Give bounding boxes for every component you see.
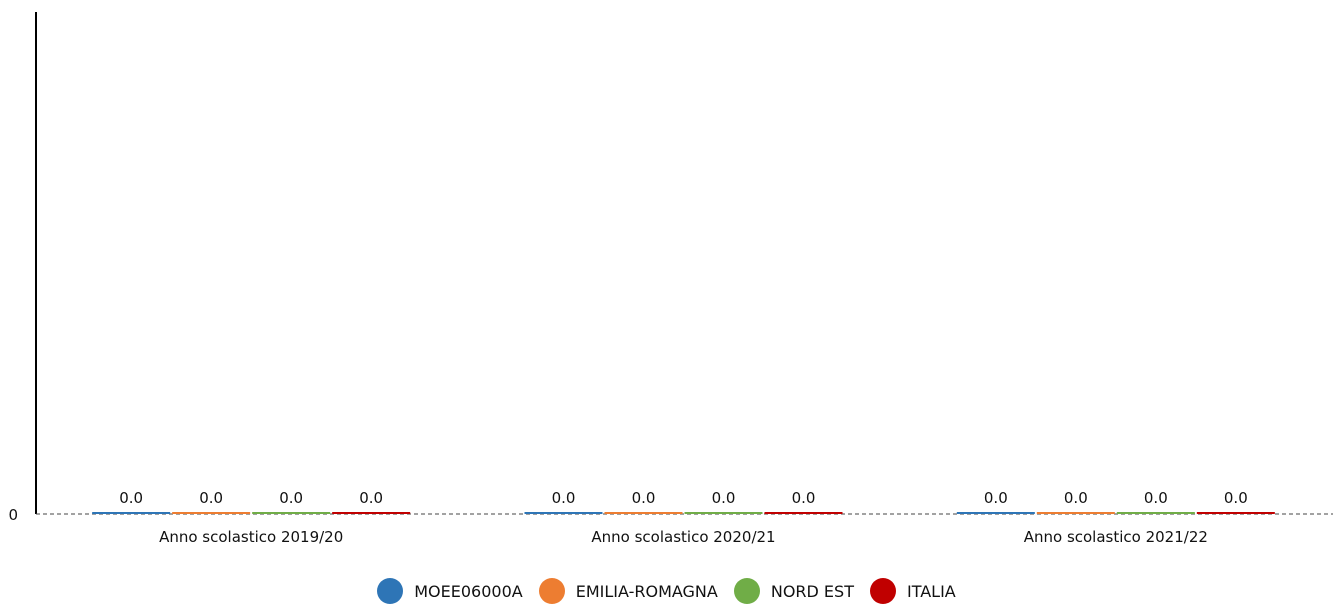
y-tick-label: 0: [8, 506, 18, 524]
legend-label: NORD EST: [770, 581, 854, 601]
data-labels: 0.0 0.0 0.0 0.0 0.0 0.0 0.0 0.0 0.0 0.0 0.0 0.0: [119, 489, 1248, 507]
bar-value-label: 0.0: [1064, 489, 1088, 507]
legend-item: ITALIA: [869, 578, 956, 604]
bar: [1196, 512, 1275, 514]
bar-marks: [92, 512, 1275, 514]
bar: [1116, 512, 1195, 514]
bar: [1036, 512, 1115, 514]
x-tick-label: Anno scolastico 2021/22: [1024, 528, 1208, 546]
bar: [764, 512, 843, 514]
bar: [684, 512, 763, 514]
x-axis-tick-labels: Anno scolastico 2019/20 Anno scolastico 2…: [159, 528, 1208, 546]
legend-item: MOEE06000A: [377, 578, 523, 604]
y-axis-ticks: 0: [8, 506, 18, 524]
bar-value-label: 0.0: [712, 489, 736, 507]
bar-chart: 0 0.0 0.0 0.0 0.0 0.0 0.0 0.0 0.0 0.0 0.0 0.0 0.0 A…: [8, 12, 1333, 546]
bar-value-label: 0.0: [792, 489, 816, 507]
bar: [92, 512, 171, 514]
bar: [172, 512, 251, 514]
bar-value-label: 0.0: [632, 489, 656, 507]
bar-value-label: 0.0: [119, 489, 143, 507]
bar-value-label: 0.0: [984, 489, 1008, 507]
legend-swatch: [733, 578, 760, 604]
bar-value-label: 0.0: [552, 489, 576, 507]
bar-value-label: 0.0: [199, 489, 223, 507]
bar-value-label: 0.0: [359, 489, 383, 507]
x-tick-label: Anno scolastico 2019/20: [159, 528, 343, 546]
bar: [332, 512, 411, 514]
legend-label: MOEE06000A: [414, 581, 523, 601]
bar: [524, 512, 603, 514]
legend-swatch: [869, 578, 896, 604]
legend-item: NORD EST: [733, 578, 854, 604]
legend-item: EMILIA-ROMAGNA: [538, 578, 718, 604]
bar-value-label: 0.0: [1144, 489, 1168, 507]
legend-label: ITALIA: [906, 581, 956, 601]
legend-swatch: [538, 578, 565, 604]
bar-value-label: 0.0: [1224, 489, 1248, 507]
x-tick-label: Anno scolastico 2020/21: [591, 528, 775, 546]
bar: [604, 512, 683, 514]
bar: [252, 512, 331, 514]
bar: [956, 512, 1035, 514]
bar-value-label: 0.0: [279, 489, 303, 507]
legend-swatch: [377, 578, 404, 604]
legend: MOEE06000A EMILIA-ROMAGNA NORD EST ITALIA: [0, 574, 1333, 608]
legend-label: EMILIA-ROMAGNA: [575, 581, 718, 601]
